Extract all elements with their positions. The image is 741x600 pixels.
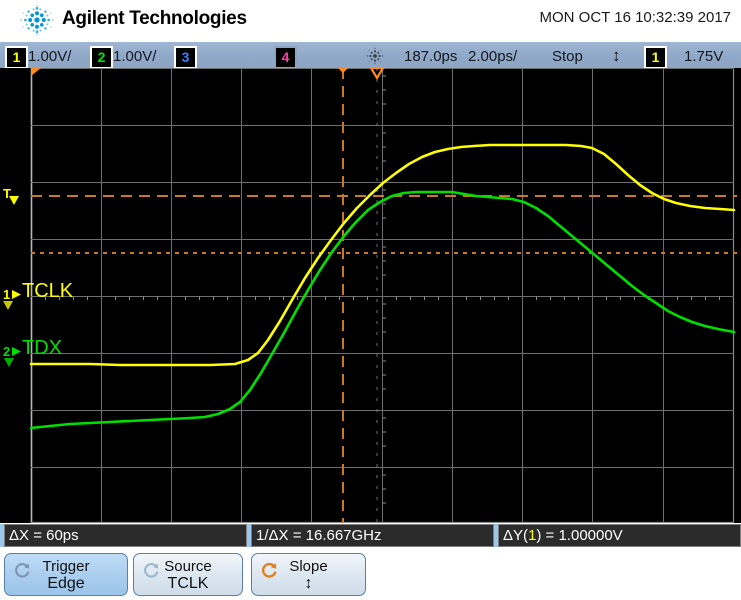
trigger-arrow-icon <box>9 196 19 205</box>
x1-top-marker <box>338 68 348 73</box>
softkey-slope-title: Slope <box>289 558 328 575</box>
softkey-bar: Trigger Edge Source TCLK Slope ↕ <box>0 550 741 600</box>
softkey-trigger-value: Edge <box>47 575 85 592</box>
timebase-value[interactable]: 2.00ps/ <box>468 48 518 65</box>
channel-2-offset-icon <box>4 358 14 367</box>
softkey-source[interactable]: Source TCLK <box>133 553 243 596</box>
channel-3-button[interactable]: 3 <box>174 46 197 69</box>
softkey-source-value: TCLK <box>167 575 209 592</box>
datetime-display: MON OCT 16 10:32:39 2017 <box>539 9 732 26</box>
trigger-point-marker <box>369 68 385 81</box>
channel-1-offset-icon <box>3 301 13 310</box>
channel-1-marker-number: 1 <box>3 287 11 302</box>
waveform-display[interactable]: T 1 TCLK 2 TDX <box>0 68 741 523</box>
measurement-inverse-delta-x[interactable]: 1/ΔX = 16.667GHz <box>251 524 494 547</box>
channel-1-arrow-icon <box>12 290 21 299</box>
settings-bar: 1 1.00V/ 2 1.00V/ 3 4 187.0ps <box>0 41 741 69</box>
channel-2-button[interactable]: 2 <box>90 46 113 69</box>
measurement-delta-x[interactable]: ΔX = 60ps <box>4 524 247 547</box>
channel-2-scale[interactable]: 1.00V/ <box>113 48 157 65</box>
channel-2-marker-number: 2 <box>3 344 11 359</box>
trace-tclk <box>29 143 736 367</box>
channel-1-scale[interactable]: 1.00V/ <box>28 48 72 65</box>
rotary-knob-icon <box>14 562 31 579</box>
softkey-trigger-title: Trigger <box>42 558 90 575</box>
trigger-source-indicator[interactable]: 1 <box>644 46 667 69</box>
rotary-knob-icon <box>143 562 160 579</box>
measurement-bar: ΔX = 60ps 1/ΔX = 16.667GHz ΔY(1) = 1.000… <box>0 524 741 549</box>
softkey-source-title: Source <box>164 558 212 575</box>
channel-1-waveform-label[interactable]: TCLK <box>22 280 74 302</box>
channel-2-ground-marker[interactable]: 2 <box>3 344 21 367</box>
softkey-slope[interactable]: Slope ↕ <box>251 553 366 596</box>
delay-value[interactable]: 187.0ps <box>404 48 458 65</box>
brand-name: Agilent Technologies <box>62 8 247 29</box>
agilent-starburst-icon <box>14 4 60 36</box>
brand-bar: Agilent Technologies MON OCT 16 10:32:39… <box>0 0 741 40</box>
measurement-delta-y[interactable]: ΔY(1) = 1.00000V <box>498 524 741 547</box>
acquisition-starburst-icon <box>366 47 384 65</box>
run-state-label[interactable]: Stop <box>552 48 583 65</box>
channel-2-waveform-label[interactable]: TDX <box>22 337 62 359</box>
rotary-knob-icon <box>261 562 278 579</box>
trace-tdx <box>29 190 736 430</box>
measurement-delta-y-text: ΔY(1) = 1.00000V <box>503 527 623 544</box>
trigger-level-value[interactable]: 1.75V <box>684 48 724 65</box>
trigger-level-marker[interactable]: T <box>3 186 19 205</box>
waveform-traces <box>29 68 737 523</box>
plot-origin-marker <box>31 68 41 76</box>
channel-1-ground-marker[interactable]: 1 <box>3 287 21 310</box>
trigger-slope-icon[interactable]: ↕ <box>612 46 621 65</box>
channel-2-arrow-icon <box>12 347 21 356</box>
channel-4-button[interactable]: 4 <box>274 46 297 69</box>
softkey-trigger[interactable]: Trigger Edge <box>4 553 128 596</box>
trigger-level-marker-label: T <box>3 186 11 201</box>
channel-1-button[interactable]: 1 <box>5 46 28 69</box>
softkey-slope-value: ↕ <box>304 575 313 592</box>
